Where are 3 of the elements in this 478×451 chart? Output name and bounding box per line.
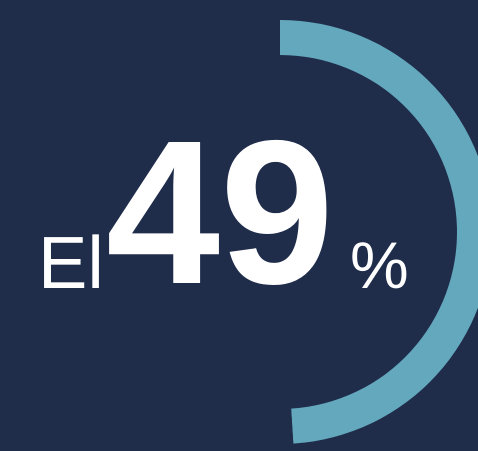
text: 49 — [106, 98, 334, 327]
text: El — [38, 221, 104, 304]
text: % — [350, 228, 409, 302]
